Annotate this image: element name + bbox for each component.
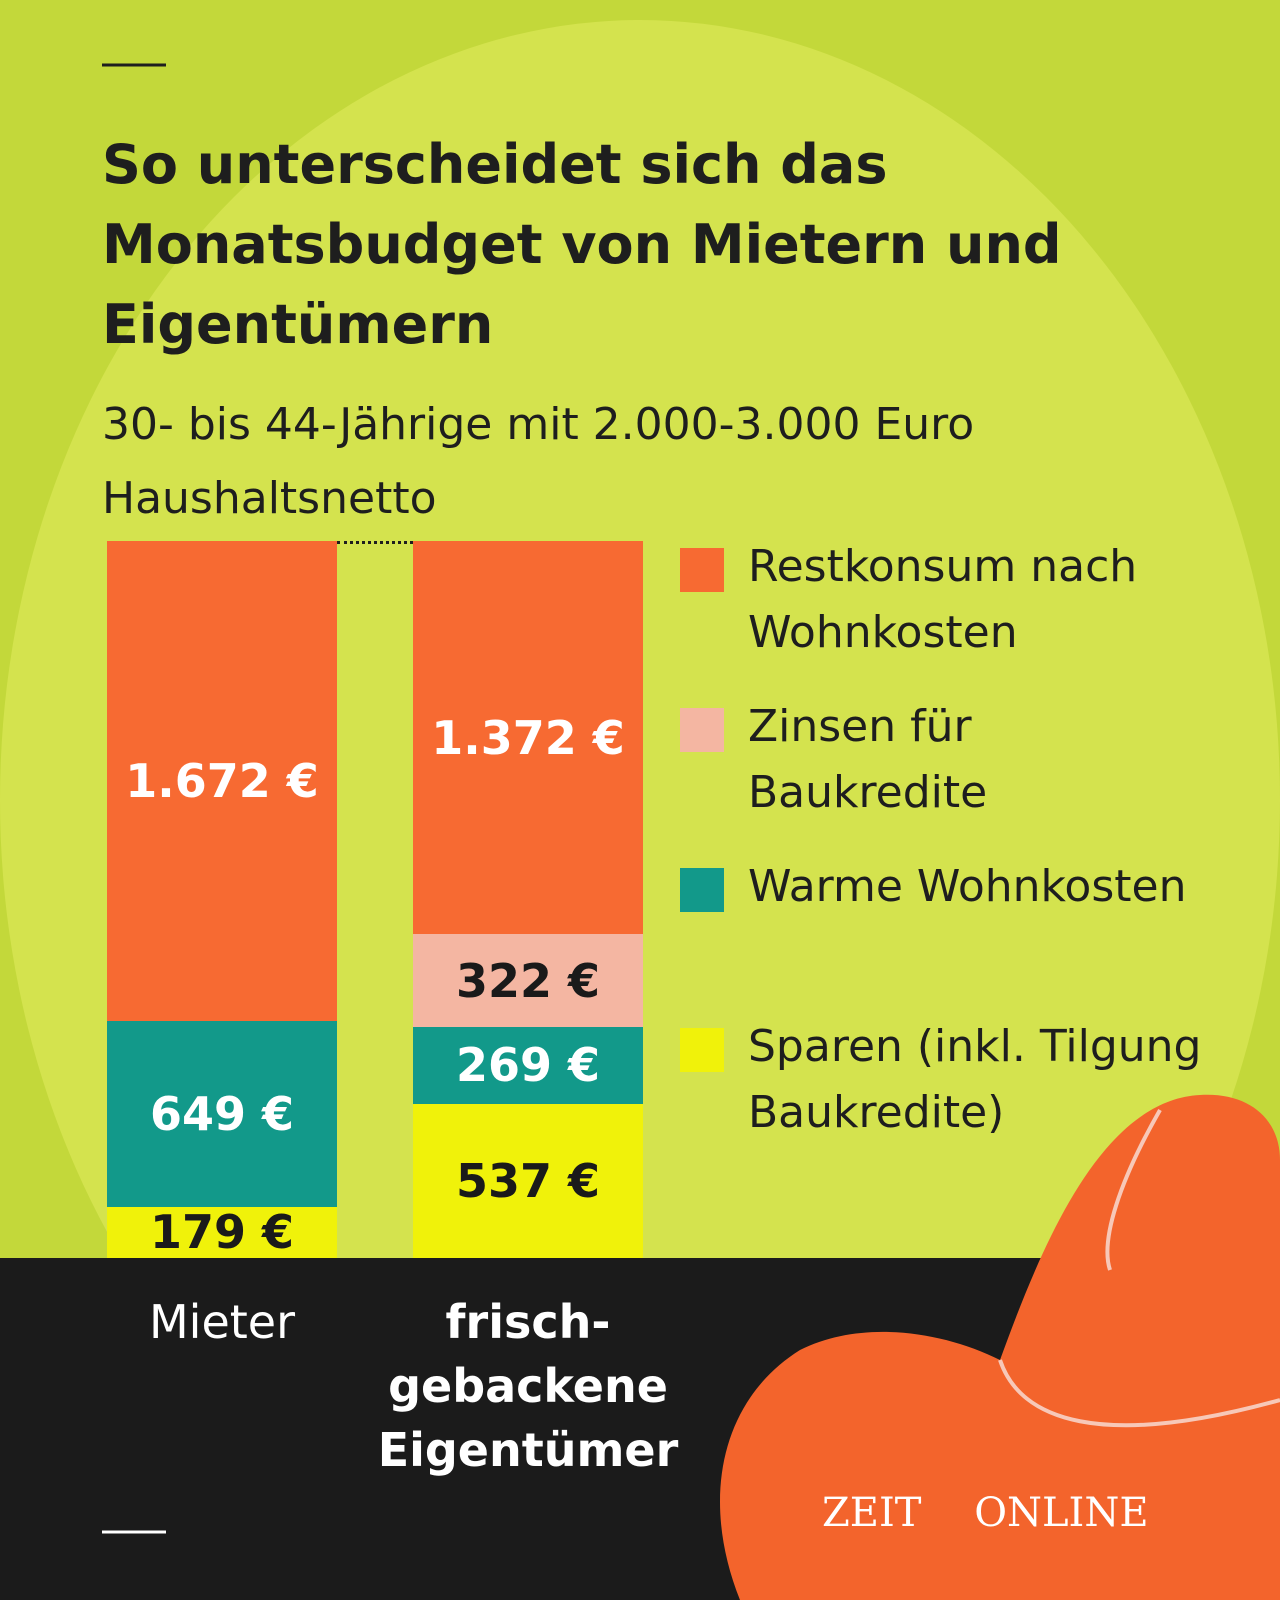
data-label: 1.672 € bbox=[125, 753, 319, 808]
legend-swatch bbox=[680, 868, 724, 912]
x-tick-label: frisch-gebackene Eigentümer bbox=[377, 1295, 679, 1477]
bar-segment bbox=[413, 934, 643, 1027]
data-label: 179 € bbox=[149, 1205, 295, 1260]
bar-segment bbox=[413, 1026, 643, 1104]
legend-label: Restkonsum nach Wohnkosten bbox=[748, 541, 1138, 658]
data-label: 649 € bbox=[149, 1086, 295, 1141]
data-label: 269 € bbox=[455, 1038, 601, 1093]
legend-label: Warme Wohnkosten bbox=[748, 861, 1187, 912]
bar-segment bbox=[107, 1020, 337, 1207]
data-label: 537 € bbox=[455, 1153, 601, 1208]
legend-label: Sparen (inkl. Tilgung Baukredite) bbox=[748, 1021, 1202, 1138]
data-label: 1.372 € bbox=[431, 710, 625, 765]
bar-segment bbox=[413, 541, 643, 935]
x-tick-label: Mieter bbox=[148, 1295, 296, 1349]
legend-swatch bbox=[680, 1028, 724, 1072]
chart-title: So unterscheidet sich das Monatsbudget v… bbox=[102, 133, 1062, 356]
legend-swatch bbox=[680, 708, 724, 752]
heart-line bbox=[998, 1359, 1280, 1428]
heart-line bbox=[1105, 1109, 1162, 1271]
data-label: 322 € bbox=[455, 953, 601, 1008]
connector bbox=[337, 541, 413, 544]
logo: ZEIT ONLINE bbox=[822, 1490, 1149, 1536]
chart-subtitle: 30- bis 44-Jährige mit 2.000-3.000 Euro … bbox=[102, 399, 975, 524]
bar-segment bbox=[107, 541, 337, 1021]
heart-shape bbox=[720, 1094, 1280, 1600]
bar-segment bbox=[413, 1103, 643, 1258]
legend-label: Zinsen für Baukredite bbox=[748, 701, 988, 818]
legend-swatch bbox=[680, 548, 724, 592]
bar-segment bbox=[107, 1206, 337, 1258]
